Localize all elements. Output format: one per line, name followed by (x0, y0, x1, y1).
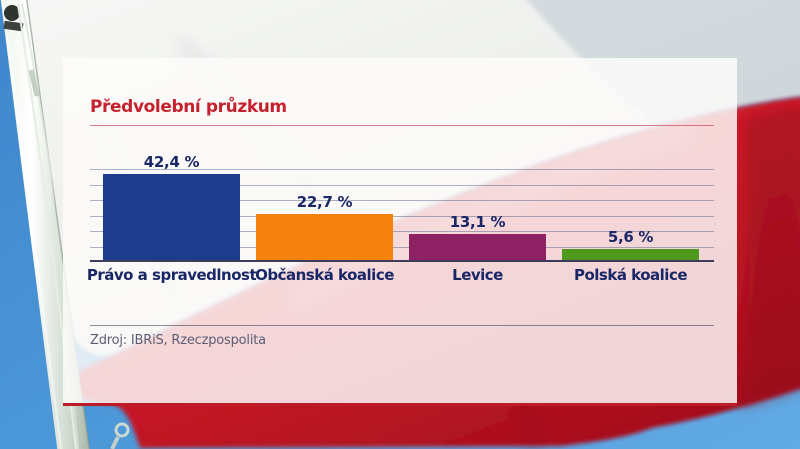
bar-chart: 42,4 % 22,7 % 13,1 % 5,6 % (90, 153, 714, 262)
gridline (90, 231, 714, 232)
title-divider (90, 125, 714, 126)
gridline (90, 200, 714, 201)
bar-category-label: Právo a spravedlnost (86, 266, 257, 284)
bar-value-label: 5,6 % (607, 227, 654, 246)
gridline (90, 215, 714, 217)
bar-value-label: 22,7 % (296, 193, 353, 212)
bar-category-label: Polská koalice (573, 266, 688, 284)
shackle-hardware (114, 422, 130, 438)
bar (103, 174, 240, 260)
bar-value-label: 13,1 % (449, 212, 506, 231)
gridline (90, 184, 714, 186)
bar-value-label: 42,4 % (143, 153, 200, 172)
category-axis: Právo a spravedlnost Občanská koalice Levi… (86, 266, 714, 286)
bar (562, 248, 699, 260)
bar (256, 214, 393, 260)
gridline (90, 246, 714, 248)
gridline (90, 169, 714, 170)
pulley-hardware (4, 5, 20, 21)
chart-title: Předvolební průzkum (90, 97, 287, 117)
bar-category-label: Levice (452, 266, 503, 284)
bar-category-label: Občanská koalice (255, 266, 394, 284)
bar (409, 233, 546, 260)
poll-graphic-panel: Předvolební průzkum 42,4 % 22,7 % 13,1 % 5,… (63, 58, 737, 406)
source-divider (90, 325, 714, 326)
source-text: Zdroj: IBRiS, Rzeczpospolita (90, 333, 266, 348)
turnbuckle (28, 69, 40, 97)
